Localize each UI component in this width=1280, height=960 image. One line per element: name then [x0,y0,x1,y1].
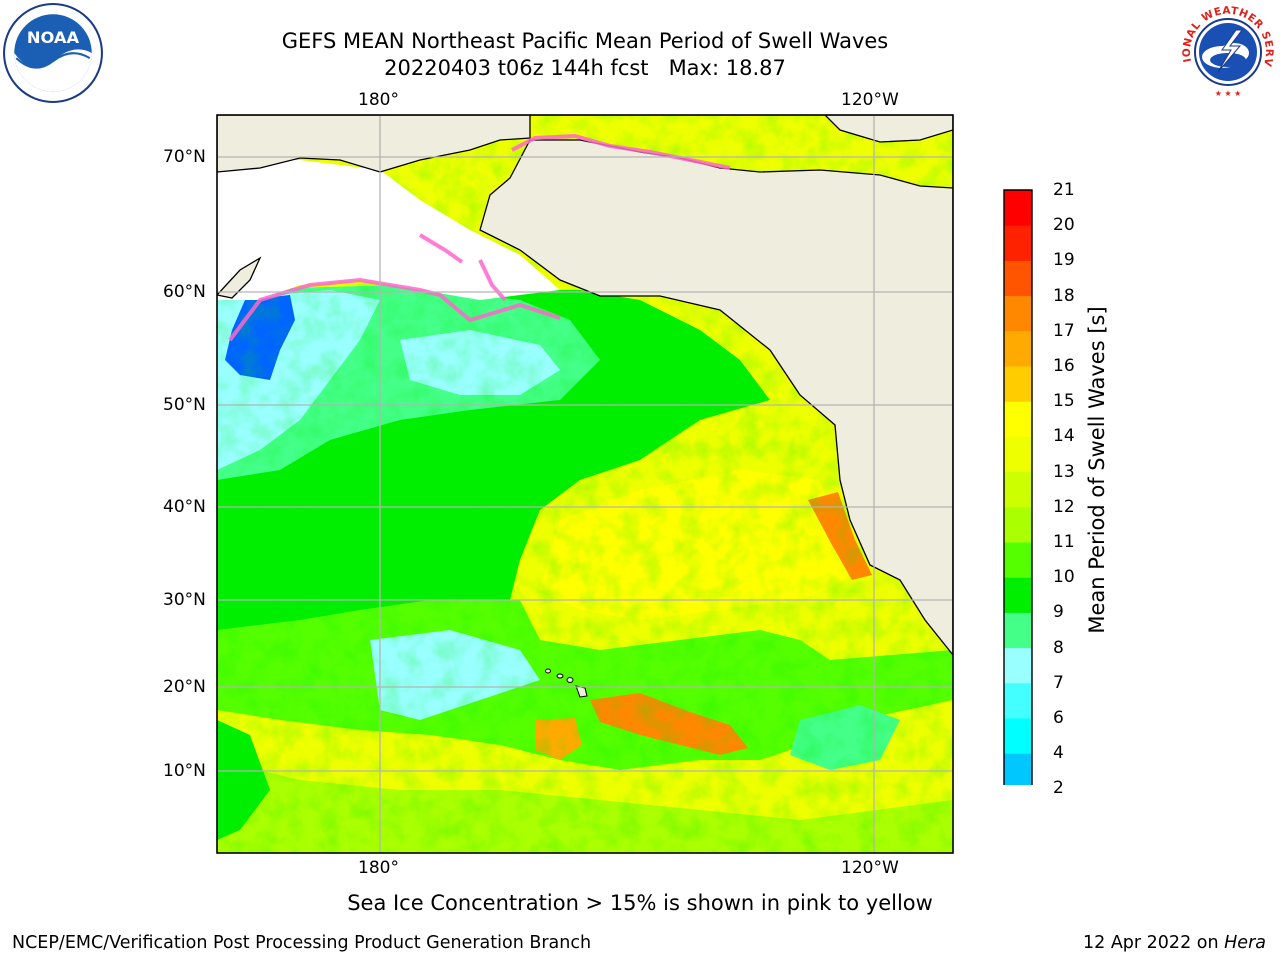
land-hawaii [545,668,588,698]
colorbar-tick-label: 17 [1053,320,1075,341]
colorbar-segment [1004,577,1032,613]
sea-ice [228,133,731,342]
chart-title: GEFS MEAN Northeast Pacific Mean Period … [281,29,889,53]
graticule [217,115,953,853]
colorbar-segment [1004,401,1032,437]
colorbar-label: Mean Period of Swell Waves [s] [1085,306,1109,634]
colorbar-tick-label: 18 [1053,285,1075,306]
machine-name: Hera [1224,933,1266,953]
colorbar-tick-label: 19 [1053,250,1075,271]
colorbar-segment [1004,225,1032,261]
colorbar-tick-label: 10 [1053,567,1075,588]
colorbar-tick-label: 7 [1053,672,1064,693]
colorbar-tick-label: 9 [1053,602,1064,623]
colorbar-segment [1004,295,1032,332]
colorbar-segment [1004,260,1032,297]
date-line: 12 Apr 2022 on Hera [1083,933,1266,953]
colorbar-segment [1004,436,1032,473]
colorbar-tick-label: 11 [1053,532,1075,552]
lat-label: 40°N [163,497,206,517]
lat-label: 60°N [163,282,206,302]
noaa-logo-text: NOAA [27,28,80,47]
date-text: 12 Apr 2022 on [1083,933,1225,953]
colorbar-tick-label: 2 [1053,778,1064,799]
bottom-lon-label: 120°W [841,858,899,878]
colorbar-segment [1004,542,1032,578]
colorbar-segment [1004,612,1032,649]
land-siberia [217,115,531,173]
lat-label: 70°N [163,147,206,167]
colorbar-tick-label: 12 [1053,496,1075,517]
svg-text:★ ★ ★: ★ ★ ★ [1215,89,1242,98]
colorbar-segment [1004,718,1032,754]
colorbar-tick-label: 20 [1053,215,1075,236]
lat-label: 10°N [163,761,206,781]
credit-line: NCEP/EMC/Verification Post Processing Pr… [12,933,592,953]
colorbar-segment [1004,753,1032,785]
sea-north-white [217,160,560,300]
colorbar-tick-label: 13 [1053,461,1075,482]
colorbar-tick-label: 21 [1053,180,1075,200]
top-lon-label: 180° [358,90,399,110]
lat-label: 50°N [163,395,206,415]
colorbar-segment [1004,330,1032,367]
land-kamchatka [217,256,262,299]
colorbar-segment [1004,506,1032,543]
lat-label: 20°N [163,677,206,697]
colorbar [1003,189,1033,785]
map-frame [216,114,954,854]
nws-logo-icon: NATIONAL WEATHER SERVICE ★ ★ ★ [1178,2,1276,100]
colorbar-segment [1004,471,1032,508]
colorbar-segment [1004,190,1032,226]
colorbar-tick-label: 8 [1053,637,1064,658]
land-arctic-islands [824,115,953,143]
top-lon-label: 120°W [841,90,899,110]
sea-ice-note: Sea Ice Concentration > 15% is shown in … [347,891,933,915]
colorbar-segment [1004,647,1032,684]
land-north-america [217,115,953,657]
colorbar-tick-label: 4 [1053,743,1064,764]
noaa-logo-icon: NOAA [3,3,103,103]
lat-label: 30°N [163,590,206,610]
bottom-lon-label: 180° [358,858,399,878]
colorbar-tick-label: 15 [1053,391,1075,412]
colorbar-tick-label: 6 [1053,708,1064,728]
colorbar-segment [1004,682,1032,719]
colorbar-segment [1004,366,1032,402]
colorbar-tick-label: 14 [1053,426,1075,447]
chart-subtitle: 20220403 t06z 144h fcst Max: 18.87 [384,56,786,80]
colorbar-tick-label: 16 [1053,356,1075,376]
